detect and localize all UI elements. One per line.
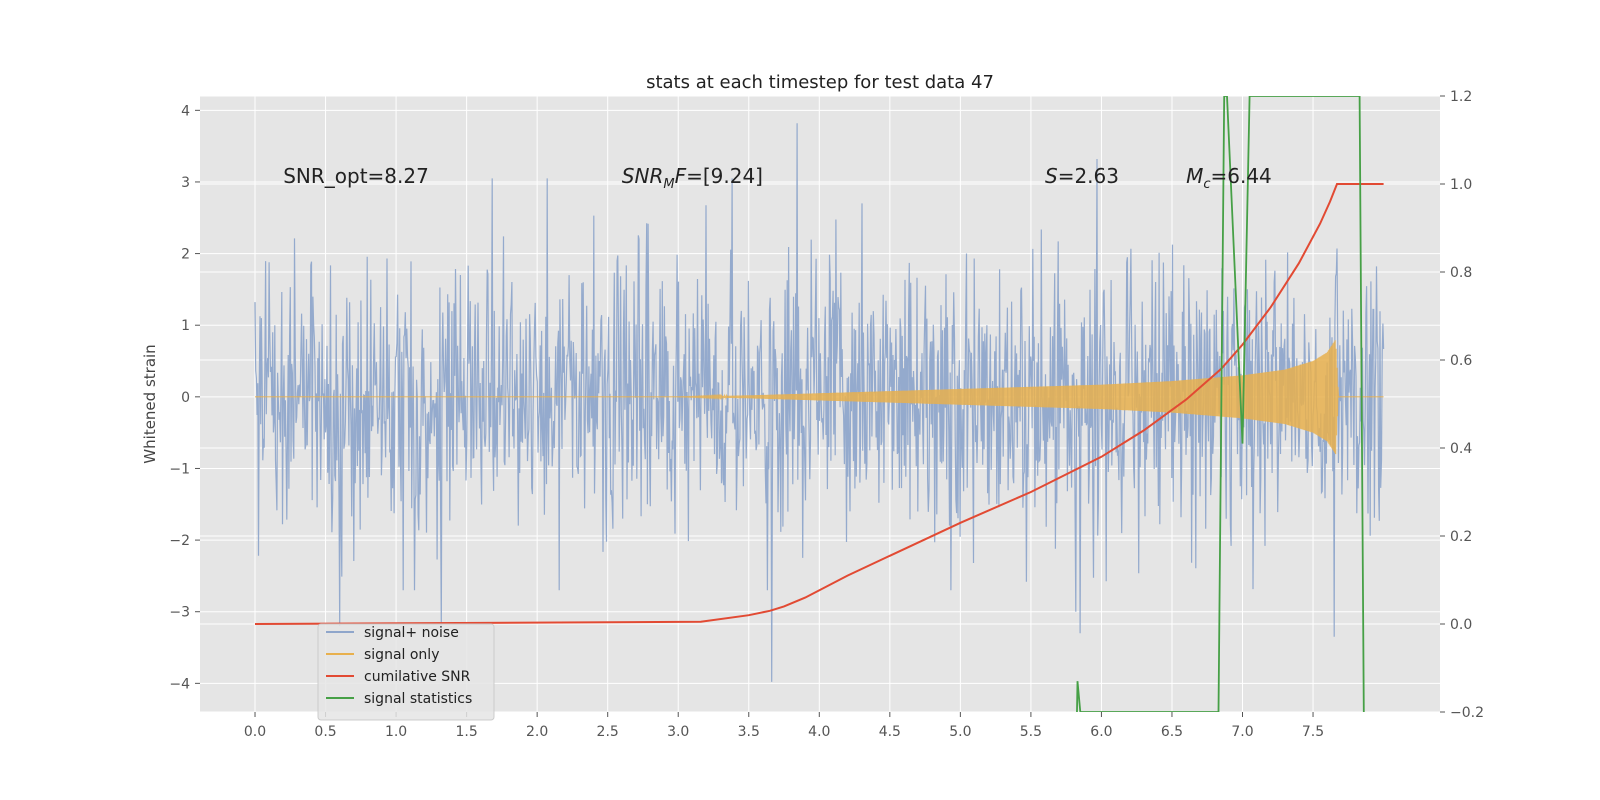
y-tick-label: −1 xyxy=(169,461,190,477)
x-axis-ticks: 0.0 0.5 1.0 1.5 2.0 2.5 3.0 3.5 4.0 4.5 5.0 5.5 6.0 6… xyxy=(244,712,1324,740)
y2-tick-label: 0.8 xyxy=(1450,265,1472,281)
annotation-text: Mc=6.44 xyxy=(1186,164,1272,192)
x-tick-label: 4.5 xyxy=(879,724,901,740)
x-tick-label: 4.0 xyxy=(808,724,830,740)
series-layer xyxy=(254,96,1385,712)
annotation-text: SNRMF=[9.24] xyxy=(622,164,763,192)
y-tick-label: −3 xyxy=(169,605,190,621)
chart-title: stats at each timestep for test data 47 xyxy=(646,72,994,93)
x-tick-label: 5.0 xyxy=(949,724,971,740)
x-tick-label: 0.5 xyxy=(314,724,336,740)
x-tick-label: 5.5 xyxy=(1020,724,1042,740)
series-signal-statistics-line xyxy=(1074,96,1365,712)
series-signal-noise-line xyxy=(254,123,1385,682)
y-tick-label: −2 xyxy=(169,533,190,549)
x-tick-label: 7.0 xyxy=(1231,724,1253,740)
series-cumulative-snr-line xyxy=(254,183,1384,625)
x-tick-label: 1.0 xyxy=(385,724,407,740)
legend: signal+ noise signal only cumilative SNR si… xyxy=(317,623,495,721)
annotation-text: SNR_opt=8.27 xyxy=(283,164,429,188)
annotation-text: S=2.63 xyxy=(1045,164,1119,188)
y-tick-label: 4 xyxy=(181,103,190,119)
y-axis-ticks: 4 3 2 1 0 −1 −2 −3 −4 xyxy=(169,103,200,692)
y-tick-label: −4 xyxy=(169,676,190,692)
y-tick-label: 3 xyxy=(181,175,190,191)
legend-label: signal statistics xyxy=(364,691,472,707)
annotations: SNR_opt=8.27 SNRMF=[9.24] S=2.63 Mc=6.44 xyxy=(283,164,1272,192)
y-tick-label: 0 xyxy=(181,390,190,406)
x-tick-label: 3.5 xyxy=(738,724,760,740)
y2-tick-label: 0.6 xyxy=(1450,353,1472,369)
x-tick-label: 2.0 xyxy=(526,724,548,740)
legend-label: signal+ noise xyxy=(364,625,459,641)
y-axis-label: Whitened strain xyxy=(141,344,159,463)
series-signal-only-line xyxy=(255,340,1384,455)
y-tick-label: 2 xyxy=(181,247,190,263)
y2-tick-label: 0.4 xyxy=(1450,441,1472,457)
x-tick-label: 1.5 xyxy=(455,724,477,740)
x-tick-label: 6.0 xyxy=(1090,724,1112,740)
x-tick-label: 3.0 xyxy=(667,724,689,740)
x-tick-label: 7.5 xyxy=(1302,724,1324,740)
x-tick-label: 0.0 xyxy=(244,724,266,740)
legend-frame xyxy=(317,623,495,721)
legend-label: cumilative SNR xyxy=(364,669,471,685)
y2-tick-label: 1.2 xyxy=(1450,89,1472,105)
legend-label: signal only xyxy=(364,647,439,663)
x-tick-label: 2.5 xyxy=(597,724,619,740)
y-tick-label: 1 xyxy=(181,318,190,334)
y2-tick-label: 0.0 xyxy=(1450,617,1472,633)
y2-tick-label: 1.0 xyxy=(1450,177,1472,193)
x-tick-label: 6.5 xyxy=(1161,724,1183,740)
y2-axis-ticks: 1.2 1.0 0.8 0.6 0.4 0.2 0.0 −0.2 xyxy=(1440,89,1484,721)
y2-tick-label: 0.2 xyxy=(1450,529,1472,545)
y2-tick-label: −0.2 xyxy=(1450,705,1484,721)
